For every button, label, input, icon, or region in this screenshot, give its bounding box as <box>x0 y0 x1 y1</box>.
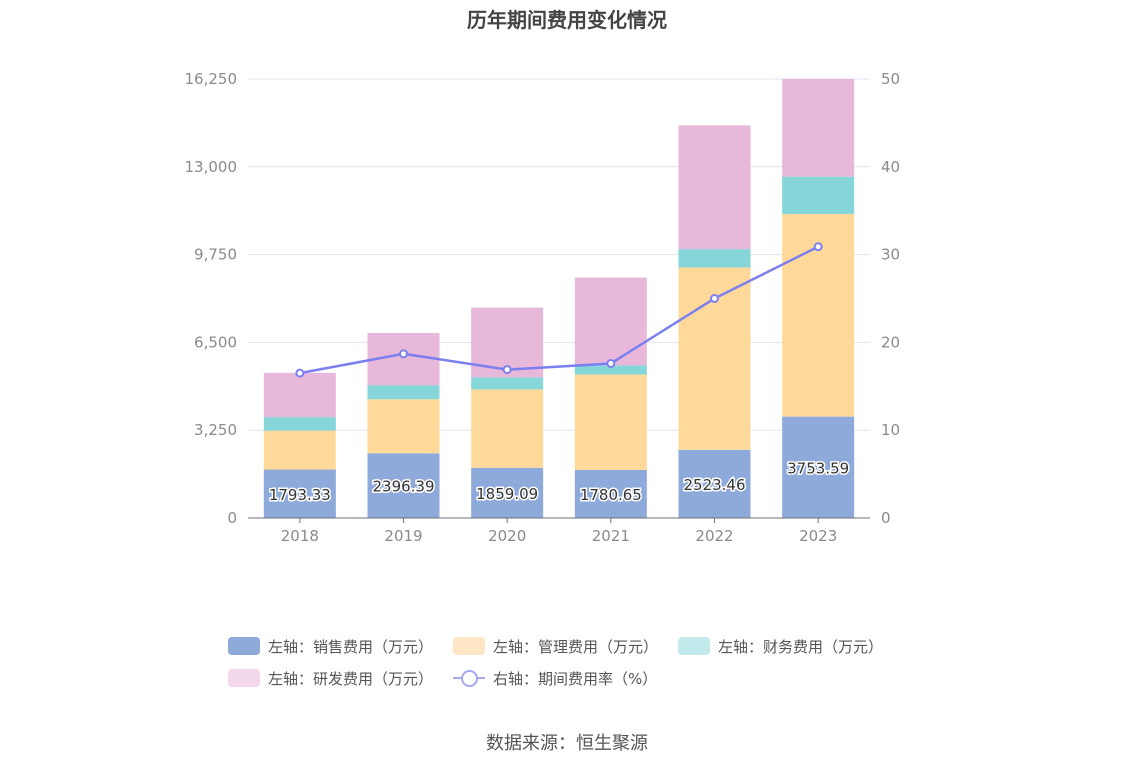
y-left-tick-label: 9,750 <box>194 246 237 264</box>
legend-label-admin: 左轴：管理费用（万元） <box>493 637 659 656</box>
bar-finance <box>263 417 336 431</box>
y-right-tick-label: 10 <box>881 421 900 439</box>
legend-swatch-rnd <box>228 669 260 687</box>
legend-item-finance[interactable]: 左轴：财务费用（万元） <box>678 636 883 657</box>
legend-item-sales[interactable]: 左轴：销售费用（万元） <box>228 636 433 657</box>
legend-label-expense-ratio: 右轴：期间费用率（%） <box>493 669 658 688</box>
y-left-tick-label: 6,500 <box>194 333 237 351</box>
legend-row-1: 左轴：销售费用（万元） 左轴：管理费用（万元） 左轴：财务费用（万元） <box>228 630 928 662</box>
x-tick-label: 2021 <box>592 527 630 545</box>
x-tick-label: 2023 <box>799 527 837 545</box>
bar-data-label: 1780.65 <box>580 486 642 504</box>
y-right-tick-label: 20 <box>881 333 900 351</box>
expense-ratio-point <box>606 358 616 368</box>
bar-data-label: 2523.46 <box>683 476 745 494</box>
legend-item-admin[interactable]: 左轴：管理费用（万元） <box>453 636 658 657</box>
legend-swatch-expense-ratio <box>453 669 486 687</box>
chart-legend: 左轴：销售费用（万元） 左轴：管理费用（万元） 左轴：财务费用（万元） 左轴：研… <box>228 630 928 694</box>
data-source: 数据来源：恒生聚源 <box>486 733 648 754</box>
y-left-tick-label: 13,000 <box>185 158 238 176</box>
bar-admin <box>367 399 440 454</box>
bar-sales <box>678 449 751 518</box>
bar-finance <box>782 176 855 214</box>
legend-row-2: 左轴：研发费用（万元） 右轴：期间费用率（%） <box>228 662 928 694</box>
bar-sales <box>367 453 440 518</box>
bar-data-label: 1793.33 <box>269 486 331 504</box>
x-tick-label: 2019 <box>384 527 422 545</box>
bar-rnd <box>678 125 751 250</box>
legend-label-sales: 左轴：销售费用（万元） <box>268 637 434 656</box>
bar-sales <box>574 469 647 518</box>
legend-swatch-finance <box>678 637 711 655</box>
expense-ratio-point <box>295 368 305 378</box>
chart-title: 历年期间费用变化情况 <box>467 8 667 32</box>
bar-admin <box>471 389 544 468</box>
expense-ratio-point <box>813 242 823 252</box>
bar-finance <box>471 377 544 390</box>
bar-data-label: 3753.59 <box>787 459 849 477</box>
expense-ratio-point <box>502 365 512 375</box>
y-left-tick-label: 16,250 <box>185 70 238 88</box>
bar-sales <box>471 467 544 518</box>
x-tick-label: 2020 <box>488 527 526 545</box>
bar-admin <box>263 430 336 470</box>
legend-label-finance: 左轴：财务费用（万元） <box>718 637 884 656</box>
y-right-tick-label: 40 <box>881 158 900 176</box>
legend-swatch-sales <box>228 637 260 655</box>
y-left-tick-label: 3,250 <box>194 421 237 439</box>
x-tick-label: 2018 <box>281 527 319 545</box>
bar-sales <box>263 469 336 518</box>
bar-admin <box>574 374 647 470</box>
y-right-tick-label: 0 <box>881 509 891 527</box>
bar-finance <box>367 385 440 400</box>
bar-rnd <box>782 78 855 177</box>
bar-data-label: 1859.09 <box>476 485 538 503</box>
expense-ratio-line <box>299 245 819 375</box>
y-right-tick-label: 50 <box>881 70 900 88</box>
bar-sales <box>782 416 855 518</box>
bar-finance <box>574 365 647 375</box>
y-right-tick-label: 30 <box>881 246 900 264</box>
expense-ratio-point <box>710 294 719 303</box>
bar-rnd <box>574 277 647 366</box>
legend-swatch-admin <box>453 637 486 655</box>
legend-item-expense-ratio[interactable]: 右轴：期间费用率（%） <box>453 668 657 689</box>
y-left-tick-label: 0 <box>227 509 237 527</box>
bar-finance <box>678 249 751 268</box>
expense-ratio-point <box>399 349 408 359</box>
bar-data-label: 2396.39 <box>372 478 434 496</box>
legend-label-rnd: 左轴：研发费用（万元） <box>268 669 434 688</box>
x-tick-label: 2022 <box>695 527 733 545</box>
bar-rnd <box>263 372 336 418</box>
legend-item-rnd[interactable]: 左轴：研发费用（万元） <box>228 668 433 689</box>
